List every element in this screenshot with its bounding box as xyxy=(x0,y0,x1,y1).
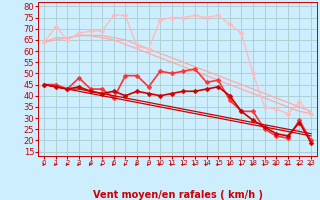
Text: Vent moyen/en rafales ( km/h ): Vent moyen/en rafales ( km/h ) xyxy=(92,190,263,200)
